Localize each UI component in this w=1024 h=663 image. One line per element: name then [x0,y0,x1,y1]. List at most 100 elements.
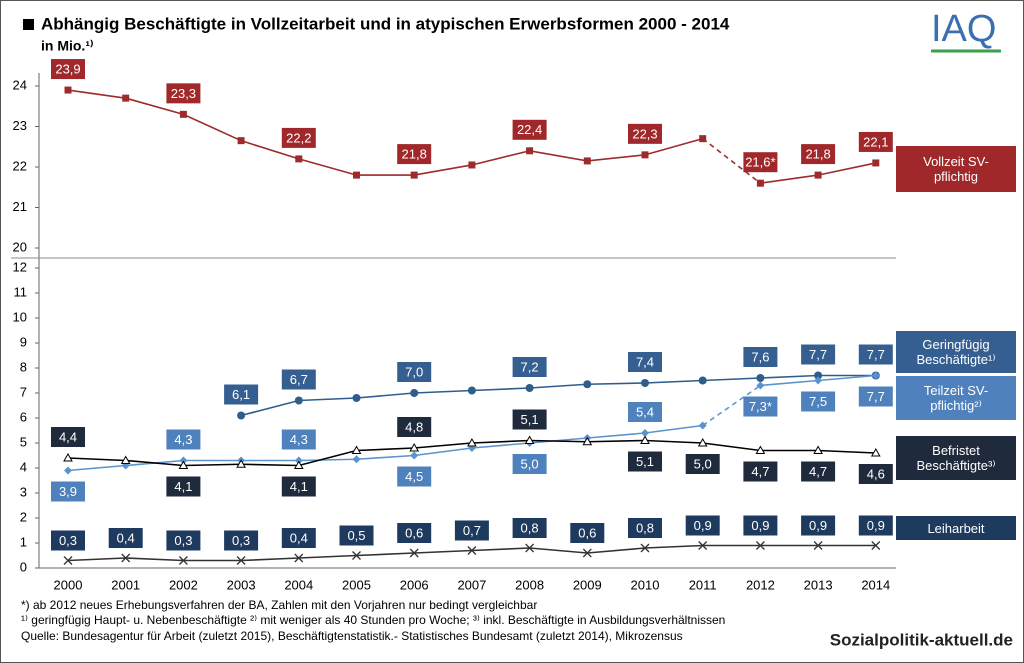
marker [698,376,707,385]
value-label-box [397,362,432,382]
value-label: 4,8 [405,419,423,434]
y2-tick-label: 24 [13,77,27,92]
value-label-box [512,119,547,140]
marker [697,437,708,447]
y-tick-label: 9 [20,334,27,349]
marker [871,371,880,380]
value-label: 4,4 [59,429,77,444]
x-tick-label: 2001 [111,577,140,592]
y2-tick-label: 23 [13,118,27,133]
value-label-box [281,369,316,390]
value-label: 7,7 [867,389,885,404]
value-label-box [743,152,778,173]
value-label: 22,3 [632,126,657,141]
marker [641,151,649,159]
value-label: 5,0 [694,456,712,471]
marker [871,541,881,550]
marker [178,556,188,565]
marker [756,374,765,382]
marker [237,137,245,145]
marker [120,455,131,464]
value-label: 4,3 [174,432,192,447]
value-label: 0,6 [578,525,596,540]
marker [524,435,535,444]
marker [178,460,189,469]
value-label-box [51,59,85,80]
marker [467,437,477,447]
source-logo: Sozialpolitik-aktuell.de [830,630,1013,649]
value-label-box [858,131,893,152]
legend-entry: Teilzeit SV-pflichtig²⁾ [896,376,1016,420]
value-label-box [512,409,547,430]
marker [122,94,130,102]
marker [583,157,591,165]
chart-title: Abhängig Beschäftigte in Vollzeitarbeit … [41,14,730,33]
marker [814,171,822,179]
marker [870,447,881,457]
value-label: 0,9 [694,518,712,533]
value-label: 5,1 [521,412,539,427]
series-line [67,424,703,472]
chart-subtitle: in Mio.¹⁾ [41,38,93,54]
value-label: 7,5 [809,394,827,409]
value-label: 4,6 [867,466,885,481]
value-label: 0,7 [463,523,481,538]
value-label: 7,7 [809,347,827,362]
marker [295,155,303,163]
marker [410,171,418,179]
value-label-box [801,461,836,482]
value-label-box [858,515,893,536]
x-tick-label: 2008 [515,577,544,592]
value-label: 7,6 [751,349,769,364]
value-label-box [339,525,374,546]
value-label-box [512,454,547,474]
marker [293,460,304,469]
marker [63,452,73,462]
marker [352,455,361,464]
value-label-box [166,476,201,497]
x-tick-label: 2010 [631,577,660,592]
value-label-box [743,347,778,367]
value-label: 0,8 [636,520,654,535]
value-label: 0,5 [347,528,365,543]
value-label: 0,9 [867,518,885,533]
value-label: 0,6 [405,525,423,540]
value-label: 0,9 [751,518,769,533]
marker [583,380,592,389]
marker [756,179,764,187]
value-label: 0,8 [521,520,539,535]
value-label: 0,3 [232,533,250,548]
value-label-box [281,127,316,148]
marker [641,429,649,437]
marker [351,445,362,454]
y2-tick-label: 21 [13,199,27,214]
value-label-box [628,402,662,422]
value-label-box [858,386,893,407]
value-label-box [108,528,143,548]
marker [698,421,707,430]
value-label: 23,9 [55,61,80,76]
value-label: 0,3 [174,533,192,548]
x-tick-label: 2007 [457,577,486,592]
value-label: 4,3 [290,432,308,447]
marker [236,556,246,565]
marker [755,541,765,550]
y-tick-label: 2 [20,509,27,524]
value-label: 21,8 [805,147,830,162]
value-label-box [743,461,778,482]
y-tick-label: 5 [20,434,27,449]
marker [640,543,650,553]
value-label-box [166,83,201,104]
value-label: 7,0 [405,364,423,379]
value-label: 21,6* [745,155,775,170]
value-label: 7,2 [521,359,539,374]
marker [813,445,823,454]
marker [525,384,534,392]
value-label-box [512,518,547,538]
marker [814,371,823,380]
y-tick-label: 4 [20,459,27,474]
y-tick-label: 1 [20,534,27,549]
value-label-box [51,530,85,551]
value-label-box [224,384,259,405]
